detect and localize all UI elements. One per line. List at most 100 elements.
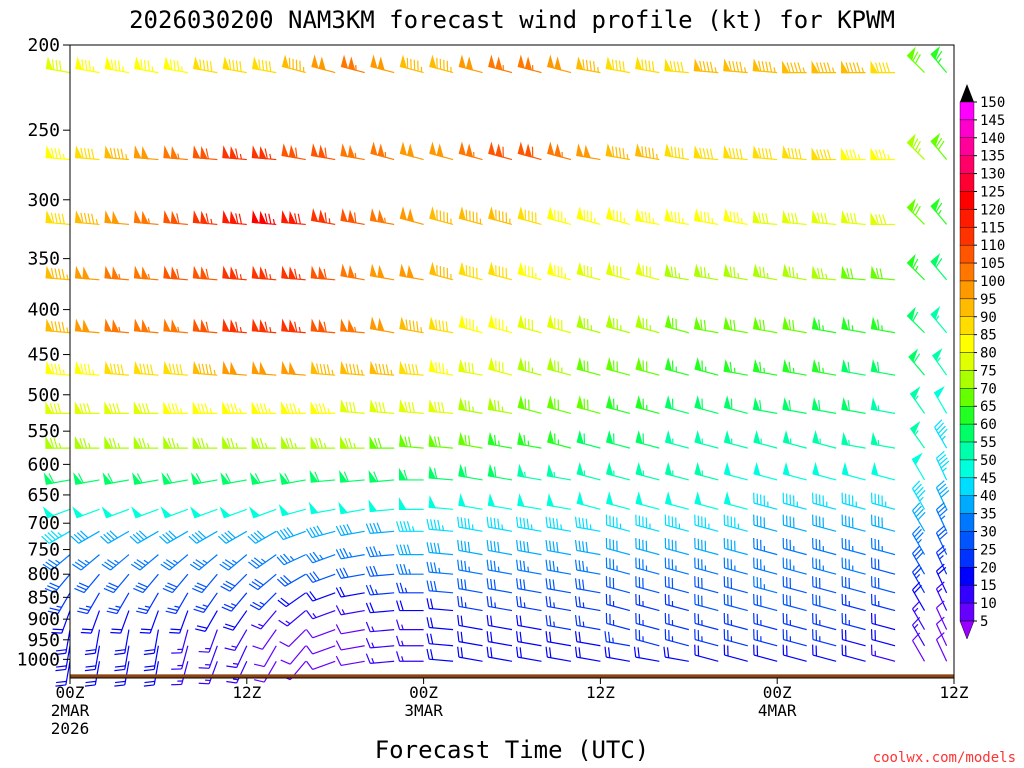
barb-shaft xyxy=(208,661,218,685)
barb-shaft xyxy=(458,569,483,575)
barb-full xyxy=(607,647,611,658)
wind-barb xyxy=(753,629,778,647)
wind-barb xyxy=(605,430,631,449)
barb-full xyxy=(170,628,181,631)
colorbar-label: 55 xyxy=(980,435,997,451)
wind-barb xyxy=(305,610,336,620)
wind-barb xyxy=(635,395,660,414)
barb-shaft xyxy=(228,554,248,571)
barb-flag xyxy=(546,493,555,507)
y-tick-label: 800 xyxy=(27,564,60,585)
barb-full xyxy=(81,59,84,70)
barb-full xyxy=(914,54,921,64)
colorbar-swatch xyxy=(959,406,975,425)
wind-barb xyxy=(74,318,100,334)
wind-barb xyxy=(368,499,395,513)
barb-full xyxy=(168,530,177,539)
barb-flag xyxy=(458,358,466,373)
barb-half xyxy=(733,367,736,374)
barb-shaft xyxy=(488,588,513,594)
y-tick-label: 900 xyxy=(27,609,60,630)
barb-shaft xyxy=(458,526,483,532)
barb-full xyxy=(76,585,87,591)
barb-full xyxy=(80,363,84,374)
barb-full xyxy=(159,535,168,544)
barb-full xyxy=(305,629,314,639)
barb-shaft xyxy=(196,530,218,544)
wind-barb xyxy=(545,631,572,647)
barb-full xyxy=(79,403,84,414)
barb-full xyxy=(219,563,229,571)
chart-title: 2026030200 NAM3KM forecast wind profile … xyxy=(129,6,895,34)
barb-half xyxy=(586,566,588,572)
barb-full xyxy=(132,533,142,542)
barb-shaft xyxy=(635,586,660,594)
wind-barb xyxy=(664,612,689,631)
barb-flag xyxy=(576,206,584,221)
barb-shaft xyxy=(783,547,807,556)
barb-full xyxy=(192,587,203,594)
wind-barb xyxy=(426,648,454,662)
barb-full xyxy=(914,140,921,151)
barb-shaft xyxy=(488,624,513,631)
barb-flag xyxy=(488,261,496,277)
wind-barb xyxy=(133,210,159,226)
barb-full xyxy=(408,436,412,448)
barb-full xyxy=(114,649,126,652)
barb-shaft xyxy=(606,622,631,631)
barb-full xyxy=(471,363,474,374)
barb-shaft xyxy=(429,571,454,575)
barb-half xyxy=(147,442,150,449)
barb-full xyxy=(882,62,887,73)
barb-full xyxy=(224,623,236,628)
barb-flag xyxy=(163,401,171,415)
barb-full xyxy=(206,60,209,72)
barb-flag xyxy=(281,401,289,415)
colorbar-label: 140 xyxy=(980,131,1005,147)
barb-full xyxy=(235,148,239,159)
barb-flag xyxy=(693,263,702,278)
wind-barb xyxy=(104,360,129,376)
barb-full xyxy=(235,213,239,224)
barb-full xyxy=(373,471,379,482)
barb-full xyxy=(706,148,710,159)
wind-barb xyxy=(44,573,71,594)
barb-full xyxy=(305,610,314,620)
barb-full xyxy=(147,60,150,72)
barb-full xyxy=(256,403,261,414)
barb-full xyxy=(348,437,353,449)
barb-full xyxy=(109,147,114,159)
barb-flag xyxy=(133,265,142,279)
barb-half xyxy=(147,273,151,280)
barb-flag xyxy=(377,56,385,71)
barb-shaft xyxy=(311,530,336,539)
barb-flag xyxy=(488,314,496,329)
barb-half xyxy=(527,566,530,572)
barb-half xyxy=(55,559,61,564)
barb-full xyxy=(728,147,732,159)
wind-barb xyxy=(693,316,719,334)
barb-shaft xyxy=(139,554,159,571)
barb-shaft xyxy=(312,554,336,564)
barb-flag xyxy=(723,316,731,331)
wind-barb xyxy=(812,492,837,510)
barb-flag xyxy=(576,314,584,329)
barb-shaft xyxy=(665,586,689,594)
barb-flag xyxy=(693,145,702,159)
barb-full xyxy=(268,213,272,225)
barb-flag xyxy=(45,360,54,375)
barb-full xyxy=(150,364,154,375)
wind-barb xyxy=(605,537,631,556)
barb-full xyxy=(195,559,205,566)
barb-full xyxy=(113,148,117,159)
wind-barb xyxy=(102,472,130,485)
wind-barb xyxy=(224,629,248,651)
barb-shaft xyxy=(260,610,277,630)
barb-flag xyxy=(635,357,643,372)
barb-full xyxy=(552,579,555,590)
colorbar-swatch xyxy=(959,459,975,479)
barb-flag xyxy=(259,266,267,280)
barb-shaft xyxy=(842,567,866,575)
wind-barb xyxy=(251,401,277,415)
wind-barb xyxy=(458,493,483,510)
